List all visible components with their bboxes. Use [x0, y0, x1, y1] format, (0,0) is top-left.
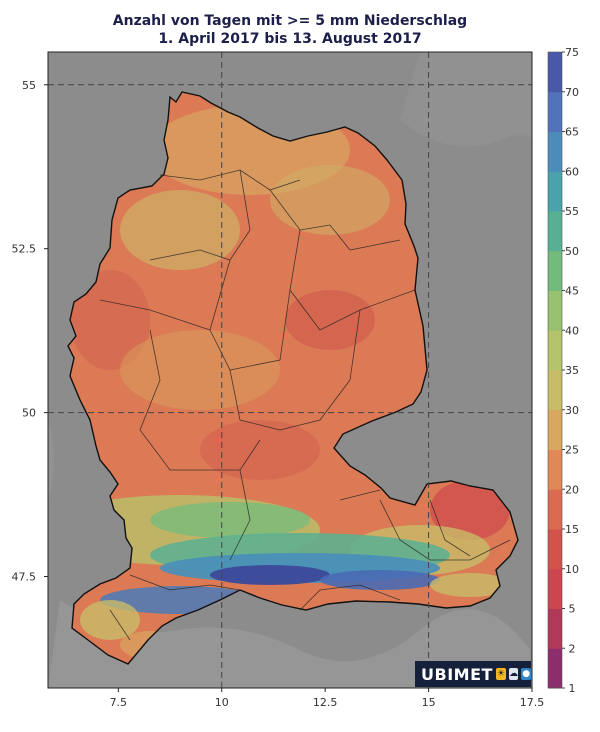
x-axis: 7.5 10 12.5 15 17.5 [110, 688, 545, 709]
x-tick-label: 10 [215, 696, 229, 709]
colorbar-segment [548, 489, 562, 530]
colorbar-label: 50 [565, 245, 579, 258]
y-tick-label: 50 [22, 407, 36, 420]
colorbar-label: 60 [565, 165, 579, 178]
y-tick-label: 52.5 [12, 243, 37, 256]
state-borders [99, 169, 511, 641]
colorbar-label: 65 [565, 126, 579, 139]
colorbar-label: 25 [565, 444, 579, 457]
x-tick-label: 12.5 [313, 696, 338, 709]
colorbar-segment [548, 250, 562, 291]
sun-icon: ☀ [495, 668, 506, 680]
y-axis: 55 52.5 50 47.5 [12, 79, 48, 584]
colorbar-label: 70 [565, 86, 579, 99]
colorbar-label: 15 [565, 523, 579, 536]
colorbar-label: 75 [565, 46, 579, 59]
colorbar-segment [548, 91, 562, 132]
colorbar-segment [548, 171, 562, 212]
chart-subtitle: 1. April 2017 bis 13. August 2017 [158, 31, 422, 47]
y-tick-label: 47.5 [12, 571, 37, 584]
colorbar-segment [548, 568, 562, 609]
colorbar-label: 40 [565, 324, 579, 337]
colorbar-label: 45 [565, 285, 579, 298]
colorbar-segment [548, 211, 562, 252]
x-tick-label: 17.5 [520, 696, 545, 709]
colorbar-segment [548, 529, 562, 570]
plot-frame [47, 51, 533, 689]
colorbar-segment [548, 330, 562, 371]
colorbar-label: 20 [565, 483, 579, 496]
colorbar-label: 10 [565, 563, 579, 576]
colorbar-label: 2 [569, 642, 576, 655]
colorbar-segment [548, 648, 562, 689]
x-tick-label: 7.5 [110, 696, 128, 709]
colorbar-label: 55 [565, 205, 579, 218]
colorbar-label: 5 [569, 603, 576, 616]
colorbar-segment [548, 449, 562, 490]
colorbar-segment [548, 52, 562, 93]
country-border [67, 91, 519, 665]
colorbar-label: 35 [565, 364, 579, 377]
logo-text: UBIMET [421, 664, 493, 684]
colorbar-label: 1 [569, 682, 576, 695]
ubimet-logo: UBIMET ☀ ☁ ● [415, 661, 532, 687]
chart-title: Anzahl von Tagen mit >= 5 mm Niederschla… [112, 13, 468, 29]
colorbar-segment [548, 290, 562, 331]
x-tick-label: 15 [422, 696, 436, 709]
colorbar-segment [548, 409, 562, 450]
drop-icon: ● [521, 668, 532, 680]
colorbar-segment [548, 370, 562, 411]
colorbar-label: 30 [565, 404, 579, 417]
colorbar-segment [548, 608, 562, 649]
cloud-icon: ☁ [508, 668, 519, 680]
colorbar-segment [548, 131, 562, 172]
terrain-relief [48, 52, 532, 688]
gridlines [48, 52, 532, 688]
y-tick-label: 55 [22, 79, 36, 92]
